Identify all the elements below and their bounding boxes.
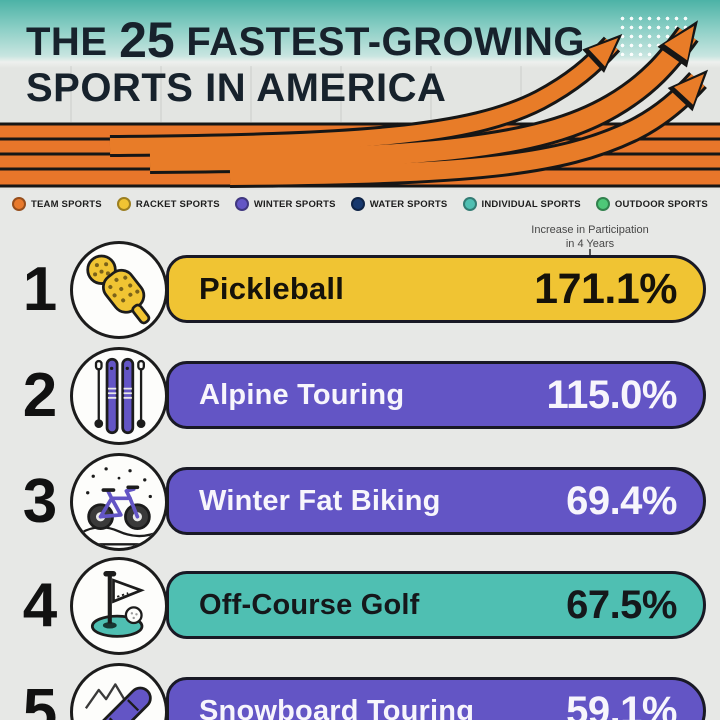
rank-row-4: 4 Off-Course Golf 67.5% xyxy=(0,557,720,671)
pickleball-icon xyxy=(70,241,168,339)
legend-label: OUTDOOR SPORTS xyxy=(614,198,708,210)
skis-icon xyxy=(70,347,168,445)
sport-bar: Pickleball 171.1% xyxy=(166,255,706,323)
legend-item-individual-sports: INDIVIDUAL SPORTS xyxy=(462,197,581,211)
annotation-line1: Increase in Participation xyxy=(531,224,649,236)
sport-name: Winter Fat Biking xyxy=(199,484,441,517)
legend-item-racket-sports: RACKET SPORTS xyxy=(116,197,220,211)
sport-bar: Snowboard Touring 59.1% xyxy=(166,677,706,720)
sport-name: Snowboard Touring xyxy=(199,694,475,720)
legend-item-water-sports: WATER SPORTS xyxy=(350,197,448,211)
sport-bar: Off-Course Golf 67.5% xyxy=(166,571,706,639)
stadium-line xyxy=(340,66,342,122)
stadium-line xyxy=(70,66,72,122)
stadium-line xyxy=(520,66,522,122)
snowboard-icon xyxy=(70,663,168,720)
stadium-line xyxy=(160,66,162,122)
annotation-pointer-line xyxy=(589,249,591,256)
sport-name: Alpine Touring xyxy=(199,378,405,411)
team-sports-dot-icon xyxy=(12,197,26,211)
rank-number: 4 xyxy=(22,570,57,640)
title-fastest-growing: FASTEST-GROWING xyxy=(186,20,585,64)
track-and-arrows-graphic xyxy=(0,20,720,188)
stadium-line xyxy=(430,66,432,122)
sport-bar: Alpine Touring 115.0% xyxy=(166,361,706,429)
rank-number: 5 xyxy=(22,676,57,720)
rank-number: 2 xyxy=(22,360,57,430)
legend: TEAM SPORTS RACKET SPORTS WINTER SPORTS … xyxy=(0,190,720,218)
legend-label: RACKET SPORTS xyxy=(135,198,220,210)
page-title-line1: THE 25 FASTEST-GROWING xyxy=(26,13,585,65)
legend-label: TEAM SPORTS xyxy=(31,198,102,210)
outdoor-sports-dot-icon xyxy=(595,197,610,211)
sport-value: 115.0% xyxy=(546,372,678,417)
value-axis-annotation: Increase in Participation in 4 Years xyxy=(460,223,720,252)
sport-value: 171.1% xyxy=(534,264,677,313)
water-sports-dot-icon xyxy=(350,197,365,211)
legend-item-outdoor-sports: OUTDOOR SPORTS xyxy=(595,197,708,211)
title-25: 25 xyxy=(119,12,175,68)
rank-row-3: 3 Winter Fat Biking 69.4% xyxy=(0,453,720,567)
legend-item-winter-sports: WINTER SPORTS xyxy=(234,197,336,211)
sport-name: Pickleball xyxy=(199,271,345,306)
rank-row-5: 5 Snowboard Touring 59.1% xyxy=(0,663,720,720)
sport-value: 67.5% xyxy=(566,582,677,627)
sport-value: 59.1% xyxy=(566,688,677,720)
page-title-line2: SPORTS IN AMERICA xyxy=(26,66,447,110)
winter-sports-dot-icon xyxy=(234,197,249,211)
individual-sports-dot-icon xyxy=(462,197,477,211)
rank-row-1: 1 Pickleball xyxy=(0,241,720,355)
title-the: THE xyxy=(26,20,108,64)
sport-name: Off-Course Golf xyxy=(199,588,420,621)
sport-bar: Winter Fat Biking 69.4% xyxy=(166,467,706,535)
legend-label: INDIVIDUAL SPORTS xyxy=(481,198,581,210)
header: THE 25 FASTEST-GROWING SPORTS IN AMERICA xyxy=(0,0,720,190)
rank-row-2: 2 Alpine Touri xyxy=(0,347,720,461)
rank-number: 3 xyxy=(22,466,57,536)
legend-label: WINTER SPORTS xyxy=(253,198,336,210)
rank-number: 1 xyxy=(22,254,57,324)
legend-label: WATER SPORTS xyxy=(369,198,448,210)
racket-sports-dot-icon xyxy=(116,197,131,211)
stadium-line xyxy=(250,66,252,122)
fat-bike-icon xyxy=(70,453,168,551)
legend-item-team-sports: TEAM SPORTS xyxy=(12,197,102,211)
golf-flag-icon xyxy=(70,557,168,655)
growth-arrows-icon xyxy=(109,20,709,188)
sport-value: 69.4% xyxy=(566,478,677,523)
annotation-line2: in 4 Years xyxy=(565,238,615,251)
